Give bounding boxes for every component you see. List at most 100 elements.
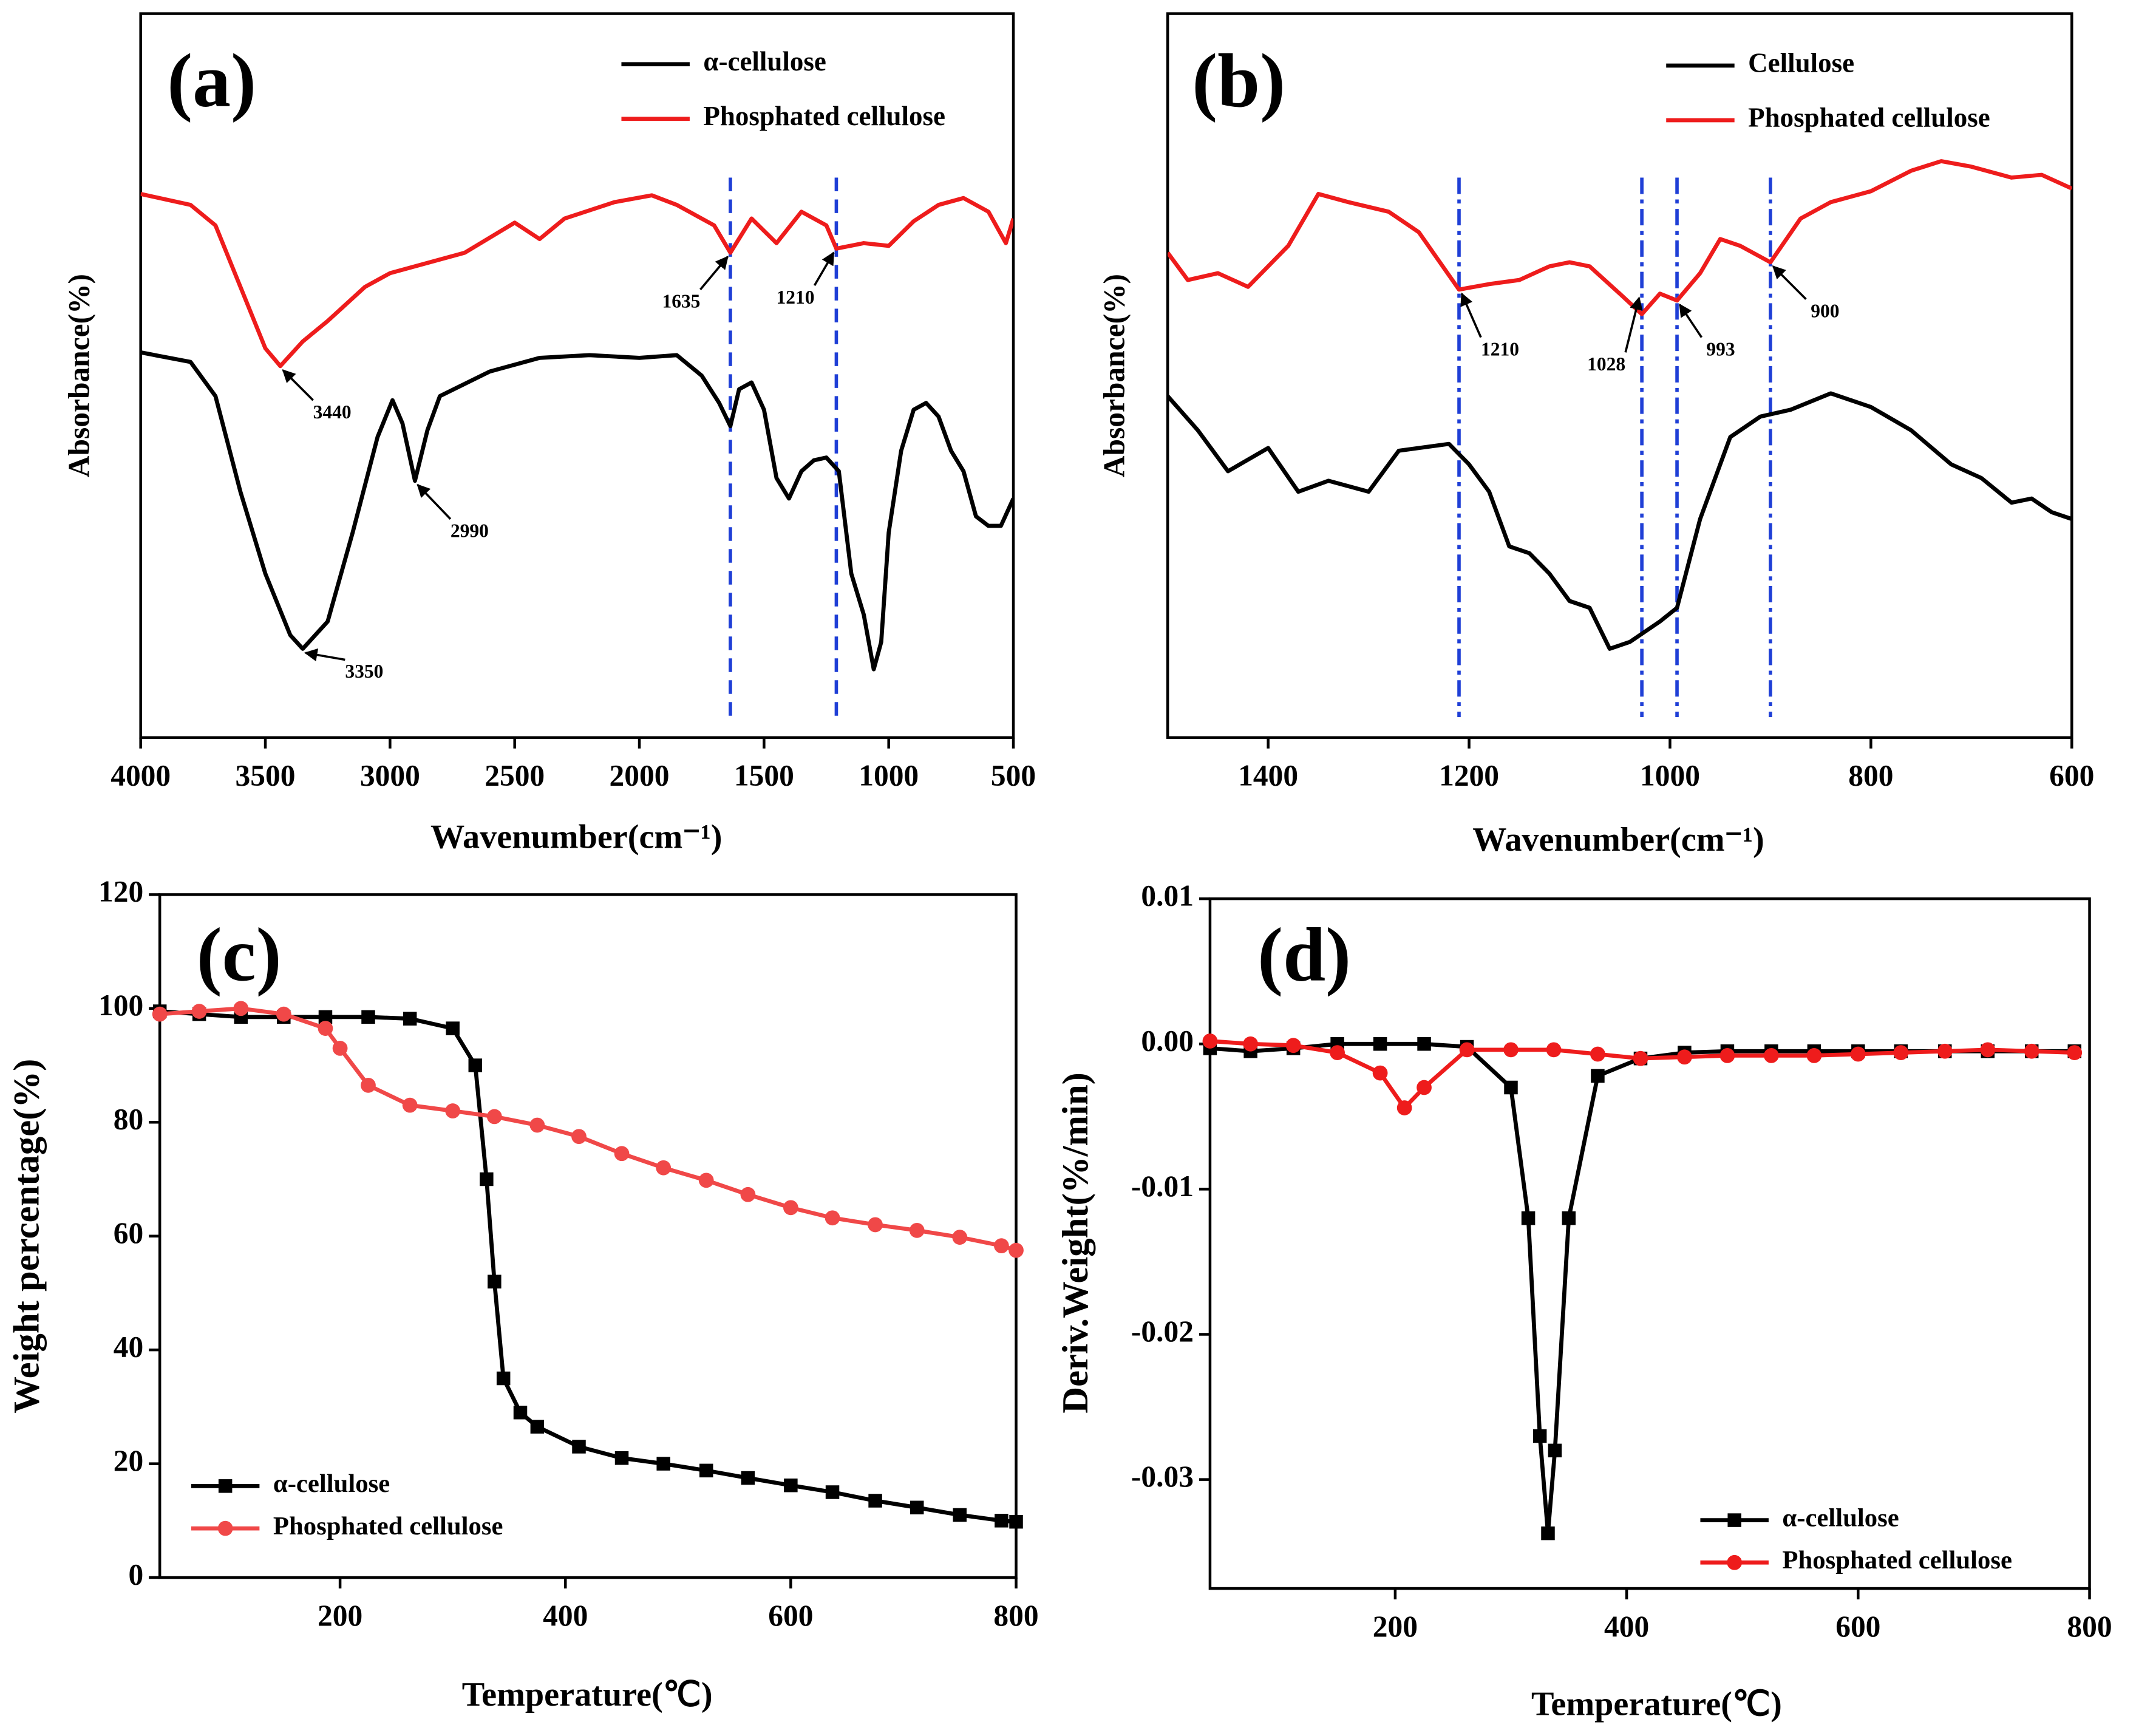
x-tick-label: 1000 xyxy=(1640,759,1700,792)
x-axis-label: Temperature(℃) xyxy=(1531,1686,1782,1723)
marker xyxy=(868,1494,882,1508)
panel-label: (b) xyxy=(1192,39,1285,123)
series-line xyxy=(1168,391,2072,651)
x-tick-label: 600 xyxy=(2049,759,2094,792)
panel-label: (a) xyxy=(167,39,256,123)
marker xyxy=(1719,1048,1735,1063)
marker xyxy=(1504,1080,1518,1095)
marker xyxy=(995,1514,1008,1528)
annotation-arrow xyxy=(1624,296,1643,353)
x-tick-label: 3500 xyxy=(236,759,296,792)
marker xyxy=(614,1146,630,1162)
y-tick-label: 0 xyxy=(128,1557,143,1591)
x-tick-label: 1200 xyxy=(1439,759,1499,792)
marker xyxy=(361,1077,376,1093)
x-axis-label: Wavenumber(cm⁻¹) xyxy=(1472,821,1764,859)
marker xyxy=(529,1117,545,1133)
annotation: 3440 xyxy=(313,401,352,423)
marker xyxy=(740,1186,756,1202)
y-tick-label: -0.01 xyxy=(1131,1169,1194,1203)
y-tick-label: 120 xyxy=(98,875,143,908)
marker xyxy=(1633,1050,1648,1066)
marker xyxy=(152,1006,168,1022)
marker xyxy=(825,1210,840,1226)
annotation-arrow xyxy=(304,648,345,662)
annotation-arrow xyxy=(699,256,729,291)
x-tick-label: 600 xyxy=(1835,1610,1880,1643)
x-tick-label: 4000 xyxy=(111,759,171,792)
marker xyxy=(2067,1045,2083,1060)
marker xyxy=(1202,1033,1218,1049)
x-tick-label: 400 xyxy=(543,1599,588,1632)
marker xyxy=(468,1058,483,1072)
marker xyxy=(699,1463,713,1478)
x-tick-label: 800 xyxy=(1848,759,1893,792)
legend-label: Phosphated cellulose xyxy=(1748,102,1990,132)
marker xyxy=(994,1238,1009,1254)
legend-label: Phosphated cellulose xyxy=(1782,1546,2012,1574)
x-tick-label: 1000 xyxy=(859,759,919,792)
plot-frame xyxy=(1208,897,2091,1590)
marker xyxy=(656,1160,672,1176)
marker xyxy=(953,1508,967,1522)
x-tick-label: 2000 xyxy=(610,759,670,792)
marker xyxy=(1937,1043,1953,1059)
marker xyxy=(868,1217,883,1233)
y-tick-label: 0.00 xyxy=(1141,1024,1194,1058)
marker xyxy=(1541,1526,1555,1540)
y-axis-label: Weight percentage(%) xyxy=(6,1059,47,1414)
marker xyxy=(361,1010,375,1024)
y-tick-label: 40 xyxy=(114,1330,143,1364)
legend-marker xyxy=(1727,1554,1743,1570)
y-axis-label: Absorbance(%) xyxy=(1097,274,1131,477)
plot-frame xyxy=(158,893,1018,1579)
legend-label: α-cellulose xyxy=(273,1469,390,1498)
marker xyxy=(1763,1048,1779,1063)
annotation: 1210 xyxy=(1481,338,1519,359)
marker xyxy=(1285,1038,1301,1054)
marker xyxy=(784,1478,798,1493)
x-tick-label: 600 xyxy=(768,1599,813,1632)
annotation-arrow xyxy=(282,369,314,401)
marker xyxy=(825,1485,840,1499)
series-line xyxy=(1209,1041,2075,1536)
panel-label: (c) xyxy=(197,913,282,998)
x-tick-label: 200 xyxy=(318,1599,362,1632)
marker xyxy=(2024,1043,2039,1059)
marker xyxy=(1243,1036,1259,1052)
legend-marker xyxy=(217,1520,233,1536)
marker xyxy=(1893,1045,1909,1060)
marker xyxy=(1372,1065,1388,1081)
marker xyxy=(910,1500,924,1515)
y-tick-label: -0.02 xyxy=(1131,1315,1194,1348)
y-axis-label: Deriv.Weight(%/min) xyxy=(1055,1072,1096,1414)
series-line xyxy=(160,1006,1016,1253)
marker xyxy=(403,1012,417,1026)
legend-marker xyxy=(218,1479,233,1493)
annotation: 2990 xyxy=(451,520,489,542)
legend-marker xyxy=(1727,1513,1741,1527)
marker xyxy=(571,1129,587,1145)
y-tick-label: 20 xyxy=(114,1444,143,1477)
x-tick-label: 500 xyxy=(991,759,1036,792)
marker xyxy=(496,1371,511,1386)
series-line xyxy=(140,192,1014,369)
marker xyxy=(1459,1042,1475,1058)
legend-label: Phosphated cellulose xyxy=(273,1512,503,1540)
marker xyxy=(513,1405,528,1420)
marker xyxy=(1396,1100,1412,1115)
marker xyxy=(1548,1443,1562,1458)
marker xyxy=(1677,1049,1692,1065)
marker xyxy=(332,1041,348,1056)
marker xyxy=(656,1457,670,1471)
annotation-arrow xyxy=(417,483,452,520)
marker xyxy=(1417,1037,1431,1051)
x-tick-label: 3000 xyxy=(360,759,420,792)
marker xyxy=(1532,1429,1547,1443)
marker xyxy=(1009,1514,1023,1529)
marker xyxy=(1008,1242,1024,1258)
annotation: 1635 xyxy=(662,291,700,312)
x-axis-label: Temperature(℃) xyxy=(462,1676,713,1714)
marker xyxy=(1562,1211,1576,1225)
x-tick-label: 1500 xyxy=(734,759,794,792)
